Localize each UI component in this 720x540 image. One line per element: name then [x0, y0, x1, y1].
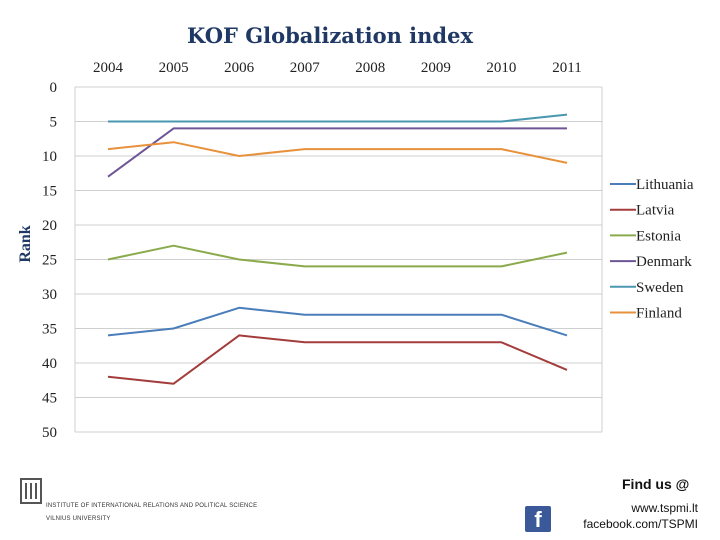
- legend-label: Finland: [636, 306, 682, 322]
- legend-label: Latvia: [636, 203, 675, 219]
- y-tick-labels: 0 5 10 15 20 25 30 35 40 45 50: [42, 80, 57, 441]
- y-tick-label: 35: [42, 322, 57, 338]
- y-tick-label: 30: [42, 287, 57, 303]
- facebook-icon[interactable]: f: [525, 506, 551, 532]
- x-tick-label: 2008: [355, 60, 385, 76]
- series-line-sweden: [108, 113, 568, 123]
- series-line-finland: [107, 141, 568, 164]
- series-line-estonia: [107, 244, 568, 268]
- legend-label: Denmark: [636, 254, 692, 270]
- y-tick-label: 25: [42, 253, 57, 269]
- legend-label: Sweden: [636, 280, 684, 296]
- university-name: VILNIUS UNIVERSITY: [46, 516, 111, 522]
- x-tick-labels: 2004 2005 2006 2007 2008 2009 2010 2011: [93, 60, 582, 76]
- website-link[interactable]: www.tspmi.lt: [631, 501, 698, 515]
- x-tick-label: 2005: [159, 60, 189, 76]
- y-tick-label: 10: [42, 149, 57, 165]
- legend: Lithuania Latvia Estonia Denmark Sweden Finla…: [610, 177, 694, 322]
- chart-title: KOF Globalization index: [187, 23, 473, 48]
- legend-label: Estonia: [636, 228, 681, 244]
- series-line-lithuania: [107, 306, 568, 337]
- facebook-link[interactable]: facebook.com/TSPMI: [583, 517, 698, 531]
- y-tick-label: 5: [50, 115, 58, 131]
- legend-label: Lithuania: [636, 177, 694, 193]
- series-line-denmark: [107, 127, 567, 178]
- find-us-label: Find us @: [622, 476, 690, 492]
- gridlines: [74, 86, 603, 433]
- y-tick-label: 45: [42, 391, 57, 407]
- x-tick-label: 2011: [552, 60, 581, 76]
- y-tick-label: 15: [42, 184, 57, 200]
- x-tick-label: 2007: [290, 60, 321, 76]
- y-tick-label: 20: [42, 218, 57, 234]
- x-tick-label: 2010: [486, 60, 516, 76]
- y-tick-label: 50: [42, 425, 57, 441]
- institute-logo-icon: [20, 478, 42, 504]
- chart: KOF Globalization index 0 5 10 15 20 25 30 35 40…: [17, 23, 694, 441]
- x-tick-label: 2006: [224, 60, 255, 76]
- x-tick-label: 2004: [93, 60, 124, 76]
- y-axis-label: Rank: [17, 225, 34, 262]
- y-tick-label: 0: [50, 80, 58, 96]
- series-lines: [107, 113, 568, 385]
- y-tick-label: 40: [42, 356, 57, 372]
- series-line-latvia: [107, 334, 568, 385]
- x-tick-label: 2009: [421, 60, 451, 76]
- institute-name: INSTITUTE OF INTERNATIONAL RELATIONS AND…: [46, 503, 258, 509]
